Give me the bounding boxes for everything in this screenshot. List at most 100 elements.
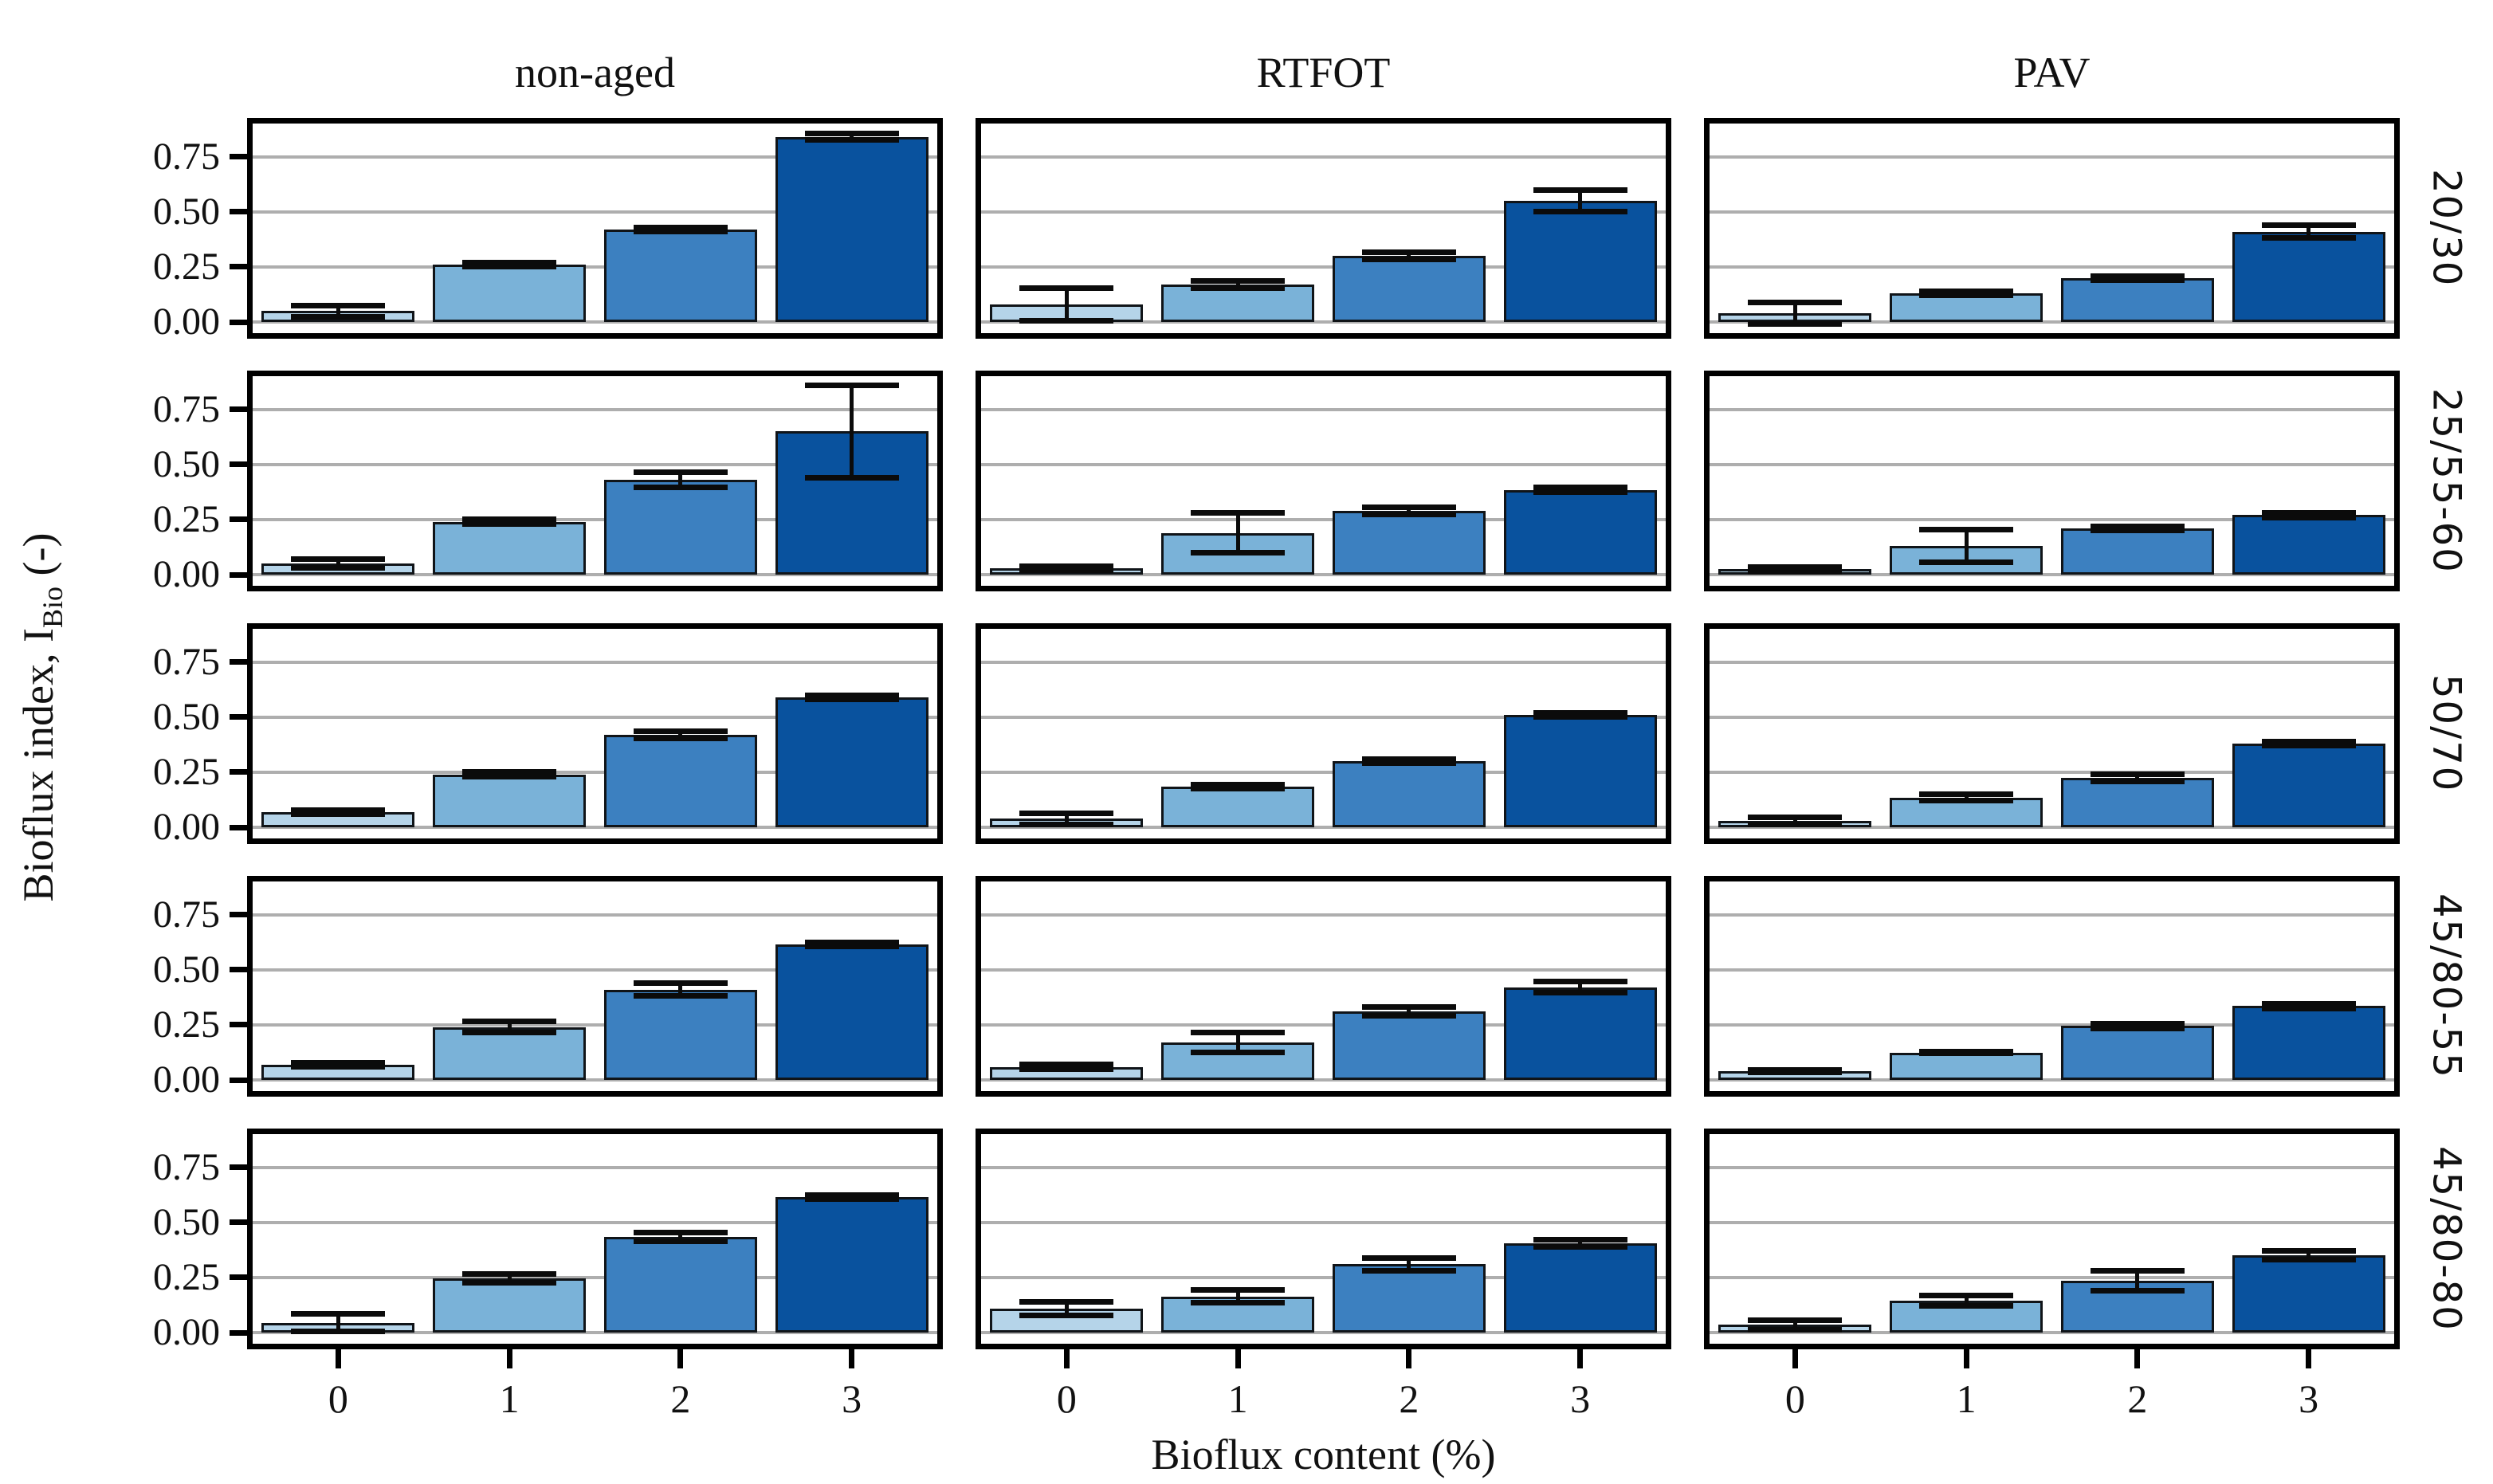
error-bar-cap bbox=[1533, 1237, 1627, 1243]
error-bar bbox=[850, 133, 854, 140]
error-bar-cap bbox=[2090, 1268, 2185, 1274]
error-bar bbox=[1578, 190, 1583, 212]
error-bar-cap bbox=[804, 382, 899, 388]
gridline bbox=[1710, 320, 2394, 324]
error-bar-cap bbox=[462, 1271, 557, 1278]
subplot-RTFOT-50/70 bbox=[976, 623, 1671, 844]
gridline bbox=[1710, 826, 2394, 830]
error-bar-cap bbox=[462, 769, 557, 775]
y-tick-label: 0.50 bbox=[153, 442, 220, 485]
y-tick-label: 0.75 bbox=[153, 1145, 220, 1188]
error-bar bbox=[1407, 252, 1411, 260]
y-tick-mark bbox=[230, 1274, 247, 1281]
y-tick-label: 0.50 bbox=[153, 695, 220, 738]
error-bar-cap bbox=[633, 1229, 728, 1235]
gridline bbox=[981, 715, 1666, 719]
gridline bbox=[253, 770, 937, 774]
bar bbox=[1503, 200, 1657, 323]
gridline bbox=[981, 1275, 1666, 1279]
error-bar-cap bbox=[1361, 511, 1456, 517]
error-bar-cap bbox=[1748, 568, 1843, 575]
error-bar-cap bbox=[1191, 1050, 1286, 1056]
error-bar-cap bbox=[2261, 738, 2356, 744]
error-bar-cap bbox=[633, 728, 728, 735]
x-tick-label: 2 bbox=[670, 1376, 691, 1421]
x-tick-mark bbox=[1963, 1349, 1969, 1368]
y-tick-label: 0.75 bbox=[153, 893, 220, 936]
error-bar-cap bbox=[462, 1280, 557, 1286]
gridline bbox=[253, 660, 937, 664]
error-bar bbox=[1235, 1290, 1240, 1303]
error-bar-cap bbox=[2090, 528, 2185, 534]
y-tick-label: 0.00 bbox=[153, 300, 220, 344]
error-bar-cap bbox=[633, 485, 728, 491]
error-bar-cap bbox=[1533, 1243, 1627, 1250]
x-tick-mark bbox=[1792, 1349, 1798, 1368]
error-bar-cap bbox=[1361, 256, 1456, 262]
gridline bbox=[1710, 1275, 2394, 1279]
y-tick-column: 0.00 0.25 0.50 0.75 bbox=[0, 1129, 247, 1353]
gridline bbox=[253, 1275, 937, 1279]
gridline bbox=[253, 320, 937, 324]
gridline bbox=[981, 660, 1666, 664]
error-bar-cap bbox=[1361, 504, 1456, 511]
y-tick-label: 0.25 bbox=[153, 1003, 220, 1046]
gridline bbox=[981, 1220, 1666, 1224]
x-tick-label: 0 bbox=[328, 1376, 348, 1421]
error-bar-cap bbox=[1361, 1268, 1456, 1274]
error-bar bbox=[1964, 794, 1969, 801]
error-bar-cap bbox=[1533, 489, 1627, 495]
x-tick-mark bbox=[1063, 1349, 1070, 1368]
gridline bbox=[1710, 1078, 2394, 1082]
bar bbox=[775, 1196, 928, 1333]
gridline bbox=[981, 320, 1666, 324]
error-bar bbox=[1792, 1320, 1797, 1330]
x-axis-label-text: Bioflux content (%) bbox=[1151, 1431, 1496, 1478]
bar bbox=[2232, 515, 2385, 575]
error-bar bbox=[678, 1232, 683, 1242]
error-bar-cap bbox=[1533, 709, 1627, 716]
error-bar-cap bbox=[1919, 798, 2014, 804]
gridline bbox=[981, 517, 1666, 521]
error-bar-cap bbox=[2261, 510, 2356, 516]
x-tick-label: 2 bbox=[2127, 1376, 2148, 1421]
row-label-column: 50/70 bbox=[2400, 623, 2493, 844]
error-bar-cap bbox=[1019, 821, 1114, 827]
gridline bbox=[1710, 265, 2394, 269]
error-bar-cap bbox=[462, 264, 557, 270]
y-tick-column: 0.00 0.25 0.50 0.75 bbox=[0, 118, 247, 343]
y-axis-label-suffix: (-) bbox=[14, 532, 62, 587]
error-bar bbox=[1064, 288, 1069, 321]
error-bar-cap bbox=[291, 1311, 386, 1317]
bar bbox=[2060, 777, 2214, 828]
error-bar-cap bbox=[2261, 1001, 2356, 1007]
gridline bbox=[1710, 1331, 2394, 1335]
error-bar-cap bbox=[462, 259, 557, 265]
error-bar-cap bbox=[462, 520, 557, 527]
gridline bbox=[1710, 210, 2394, 214]
error-bar-cap bbox=[1919, 1048, 2014, 1054]
error-bar-cap bbox=[1019, 1066, 1114, 1072]
subplot-non-aged-25/55-60 bbox=[247, 371, 943, 591]
y-axis-label-prefix: Bioflux index, I bbox=[14, 628, 62, 902]
error-bar-cap bbox=[804, 939, 899, 945]
gridline bbox=[1710, 660, 2394, 664]
gridline bbox=[1710, 913, 2394, 917]
gridline bbox=[253, 913, 937, 917]
gridline bbox=[981, 1165, 1666, 1169]
error-bar-cap bbox=[1019, 567, 1114, 574]
gridline bbox=[1710, 715, 2394, 719]
error-bar-cap bbox=[804, 697, 899, 703]
error-bar-cap bbox=[1748, 815, 1843, 821]
x-tick-label: 3 bbox=[2299, 1376, 2319, 1421]
bar bbox=[1332, 1011, 1486, 1081]
gridline bbox=[253, 407, 937, 411]
y-tick-mark bbox=[230, 1219, 247, 1226]
error-bar-cap bbox=[2090, 1025, 2185, 1031]
error-bar-cap bbox=[2261, 514, 2356, 520]
error-bar-cap bbox=[1019, 1298, 1114, 1305]
y-tick-label: 0.25 bbox=[153, 750, 220, 793]
gridline bbox=[1710, 517, 2394, 521]
error-bar bbox=[1407, 507, 1411, 515]
